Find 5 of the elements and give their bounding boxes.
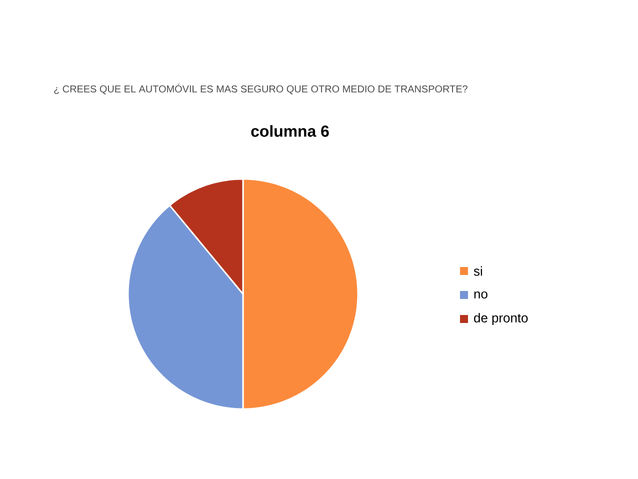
- legend-label: de pronto: [474, 312, 528, 326]
- legend-label: si: [474, 266, 482, 276]
- legend-label: no: [474, 291, 488, 299]
- chart-title: columna 6: [251, 125, 329, 137]
- chart-subtitle: ¿ CREES QUE EL AUTOMÓVIL ES MAS SEGURO QUE OTRO MEDIO DE TRANSPORTE?: [54, 84, 468, 94]
